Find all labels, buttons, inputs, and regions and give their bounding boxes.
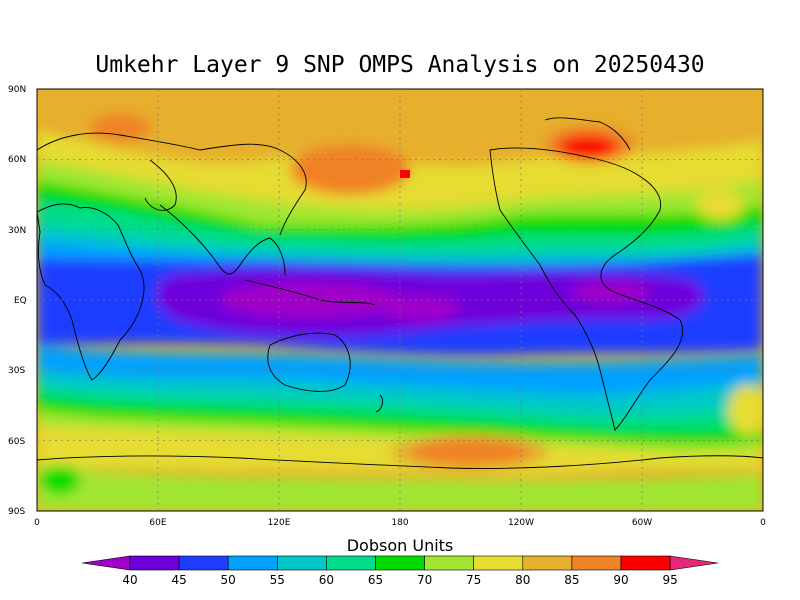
lat-label-60s: 60S [8, 437, 25, 447]
colorbar-level-label: 85 [564, 573, 579, 587]
colorbar-swatch [129, 555, 180, 571]
lat-label-30s: 30S [8, 366, 25, 376]
map-title: Umkehr Layer 9 SNP OMPS Analysis on 2025… [95, 52, 705, 78]
lat-label-90s: 90S [8, 507, 25, 517]
lon-label-180: 180 [391, 518, 408, 528]
colorbar-level-label: 55 [270, 573, 285, 587]
lon-label-120w: 120W [508, 518, 534, 528]
lon-label-0-end: 0 [760, 518, 766, 528]
lon-label-0: 0 [34, 518, 40, 528]
colorbar-title: Dobson Units [346, 536, 454, 555]
colorbar-level-label: 50 [221, 573, 236, 587]
colorbar-swatch [276, 555, 327, 571]
colorbar-level-label: 40 [122, 573, 137, 587]
colorbar-swatch [620, 555, 671, 571]
colorbar-level-label: 70 [417, 573, 432, 587]
lon-labels: 0 60E 120E 180 120W 60W 0 [34, 518, 766, 528]
colorbar-level-label: 60 [319, 573, 334, 587]
colorbar-level-label: 65 [368, 573, 383, 587]
lon-label-120e: 120E [268, 518, 291, 528]
lat-label-30n: 30N [8, 226, 26, 236]
colorbar: 40 45 50 55 60 65 70 75 80 85 90 95 [81, 555, 719, 587]
graticule [37, 89, 763, 511]
colorbar-arrow-high [669, 555, 719, 571]
lon-label-60w: 60W [632, 518, 652, 528]
colorbar-swatch [571, 555, 622, 571]
lat-label-eq: EQ [14, 296, 27, 306]
colorbar-swatch [326, 555, 376, 571]
colorbar-arrow-low [81, 555, 131, 571]
colorbar-swatch [227, 555, 278, 571]
colorbar-swatch [424, 555, 475, 571]
lat-labels: 90N 60N 30N EQ 30S 60S 90S [8, 85, 27, 517]
colorbar-level-label: 45 [171, 573, 186, 587]
lon-label-60e: 60E [149, 518, 166, 528]
colorbar-level-label: 90 [613, 573, 628, 587]
colorbar-level-label: 95 [662, 573, 677, 587]
colorbar-swatch [522, 555, 573, 571]
colorbar-swatch [178, 555, 229, 571]
colorbar-swatch [375, 555, 425, 571]
lat-label-60n: 60N [8, 155, 26, 165]
colorbar-swatch [473, 555, 524, 571]
colorbar-level-label: 80 [515, 573, 530, 587]
ozone-field [37, 89, 763, 511]
lat-label-90n: 90N [8, 85, 26, 95]
colorbar-level-label: 75 [466, 573, 481, 587]
